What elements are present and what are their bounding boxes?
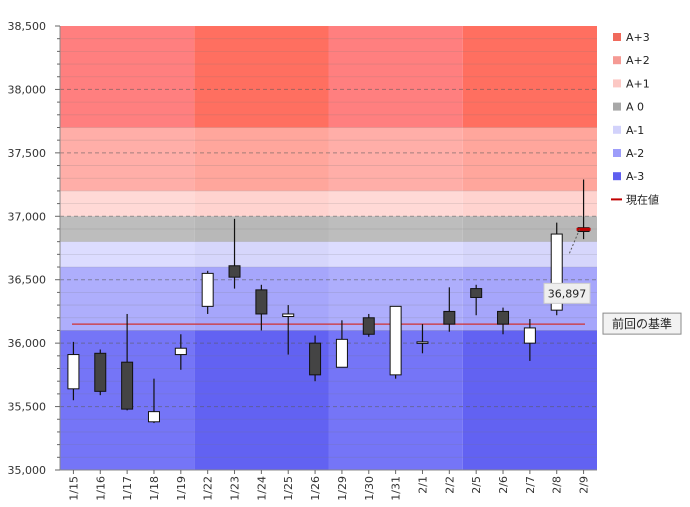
y-axis-ticks: 35,000 35,500 36,000 36,500 37,000 37,500 38,0…: [8, 20, 60, 477]
candle-body-down: [228, 265, 241, 278]
y-tick-label: 37,000: [8, 210, 47, 223]
zone-band-Aminus3-week2: [194, 330, 329, 470]
candle-body-down: [255, 289, 268, 315]
legend-swatch: [613, 56, 621, 65]
zone-band-Aplus3-week3: [328, 26, 463, 128]
candle-body-up: [147, 411, 160, 423]
zone-band-Aplus2-week2: [194, 127, 329, 191]
legend-swatch: [613, 79, 621, 88]
x-tick-label: 1/19: [175, 476, 188, 501]
current-price-label-box: [543, 282, 591, 304]
zone-bands: [60, 26, 597, 470]
y-tick-label: 35,000: [8, 464, 47, 477]
x-tick-label: 1/16: [94, 476, 107, 501]
candle-body-up: [523, 327, 536, 344]
legend-swatch: [613, 33, 621, 41]
x-tick-label: 1/26: [309, 476, 322, 501]
legend-swatch: [613, 149, 621, 157]
legend-label: A-2: [626, 147, 644, 160]
candle-body-down: [309, 342, 322, 376]
zone-band-A0-week3: [328, 216, 463, 242]
x-tick-label: 1/15: [67, 476, 80, 501]
reference-label: 前回の基準: [612, 316, 672, 331]
x-tick-label: 1/30: [363, 476, 376, 501]
reference-line-group: 前回の基準: [72, 312, 682, 335]
gridlines: [60, 38, 597, 458]
zone-band-Aminus1-week4: [462, 241, 597, 268]
legend-swatch: [613, 102, 621, 111]
legend-label: A-1: [626, 124, 644, 137]
candle-body-down: [94, 352, 107, 392]
x-tick-label: 1/23: [229, 476, 242, 501]
y-tick-label: 36,000: [8, 337, 47, 350]
legend-label: A 0: [626, 101, 644, 114]
legend-label: A+3: [626, 31, 650, 44]
candle-body-down: [121, 361, 134, 410]
x-tick-label: 1/17: [121, 476, 134, 501]
candle-body-up: [201, 272, 214, 307]
y-tick-label: 35,500: [8, 401, 47, 414]
candle-body-up: [416, 341, 429, 344]
x-tick-label: 2/8: [551, 476, 564, 494]
legend: A+3 A+2 A+1 A 0 A-1 A-2 A-3 現在値: [611, 31, 659, 206]
zone-band-Aplus2-week3: [328, 127, 463, 191]
candle-body-up: [282, 313, 295, 318]
legend-swatch: [613, 172, 621, 181]
current-price-label: 36,897: [548, 287, 587, 300]
zone-band-Aplus1-week1: [60, 190, 195, 217]
candle-body-up: [67, 354, 80, 390]
candle-body-down: [470, 288, 483, 298]
x-tick-label: 2/5: [470, 476, 483, 494]
zone-band-Aplus2-week1: [60, 127, 195, 191]
candle-body-up: [335, 338, 348, 368]
zone-band-Aminus1-week3: [328, 241, 463, 268]
candles: [67, 179, 590, 424]
zone-band-Aplus3-week2: [194, 26, 329, 128]
candle-body-down: [362, 317, 375, 335]
x-tick-label: 2/7: [524, 476, 537, 494]
zone-band-Aplus2-week4: [462, 127, 597, 191]
zone-band-A0-week1: [60, 216, 195, 242]
legend-label: 現在値: [626, 193, 659, 206]
candle-body-up: [174, 347, 187, 356]
legend-swatch: [613, 125, 621, 134]
axes: [59, 26, 597, 471]
zone-band-Aminus1-week1: [60, 241, 195, 268]
zone-band-Aplus1-week3: [328, 190, 463, 217]
current-price-group: 36,897: [543, 227, 591, 304]
zone-band-Aplus1-week2: [194, 190, 329, 217]
y-tick-label: 38,500: [8, 20, 47, 33]
x-tick-label: 1/22: [202, 476, 215, 501]
current-price-leader: [568, 229, 581, 255]
zone-band-A0-week2: [194, 216, 329, 242]
zone-band-A0-week4: [462, 216, 597, 242]
y-tick-label: 37,500: [8, 147, 47, 160]
reference-label-box: [602, 312, 682, 335]
candle-body-down: [497, 310, 510, 325]
x-tick-label: 2/2: [443, 476, 456, 494]
y-tick-label: 38,000: [8, 83, 47, 96]
legend-label: A-3: [626, 170, 644, 183]
y-tick-label: 36,500: [8, 274, 47, 287]
zone-band-Aminus1-week2: [194, 241, 329, 268]
x-tick-label: 1/18: [148, 476, 161, 501]
legend-label: A+1: [626, 77, 650, 90]
legend-label: A+2: [626, 54, 650, 67]
zone-band-Aplus3-week4: [462, 26, 597, 128]
x-tick-label: 1/24: [255, 476, 268, 501]
x-tick-label: 1/29: [336, 476, 349, 501]
x-tick-label: 2/9: [578, 476, 591, 494]
candle-body-up: [550, 233, 563, 311]
x-tick-label: 1/25: [282, 476, 295, 501]
x-tick-label: 2/1: [416, 476, 429, 494]
zone-band-Aplus1-week4: [462, 190, 597, 217]
candle-body-up: [389, 305, 402, 376]
x-tick-label: 1/31: [390, 476, 403, 501]
candle-body-down: [443, 310, 456, 325]
zone-band-Aplus3-week1: [60, 26, 195, 128]
x-axis-ticks: 1/15 1/16 1/17 1/18 1/19 1/22 1/23 1/24 1/25 1/26…: [67, 470, 591, 501]
x-tick-label: 2/6: [497, 476, 510, 494]
